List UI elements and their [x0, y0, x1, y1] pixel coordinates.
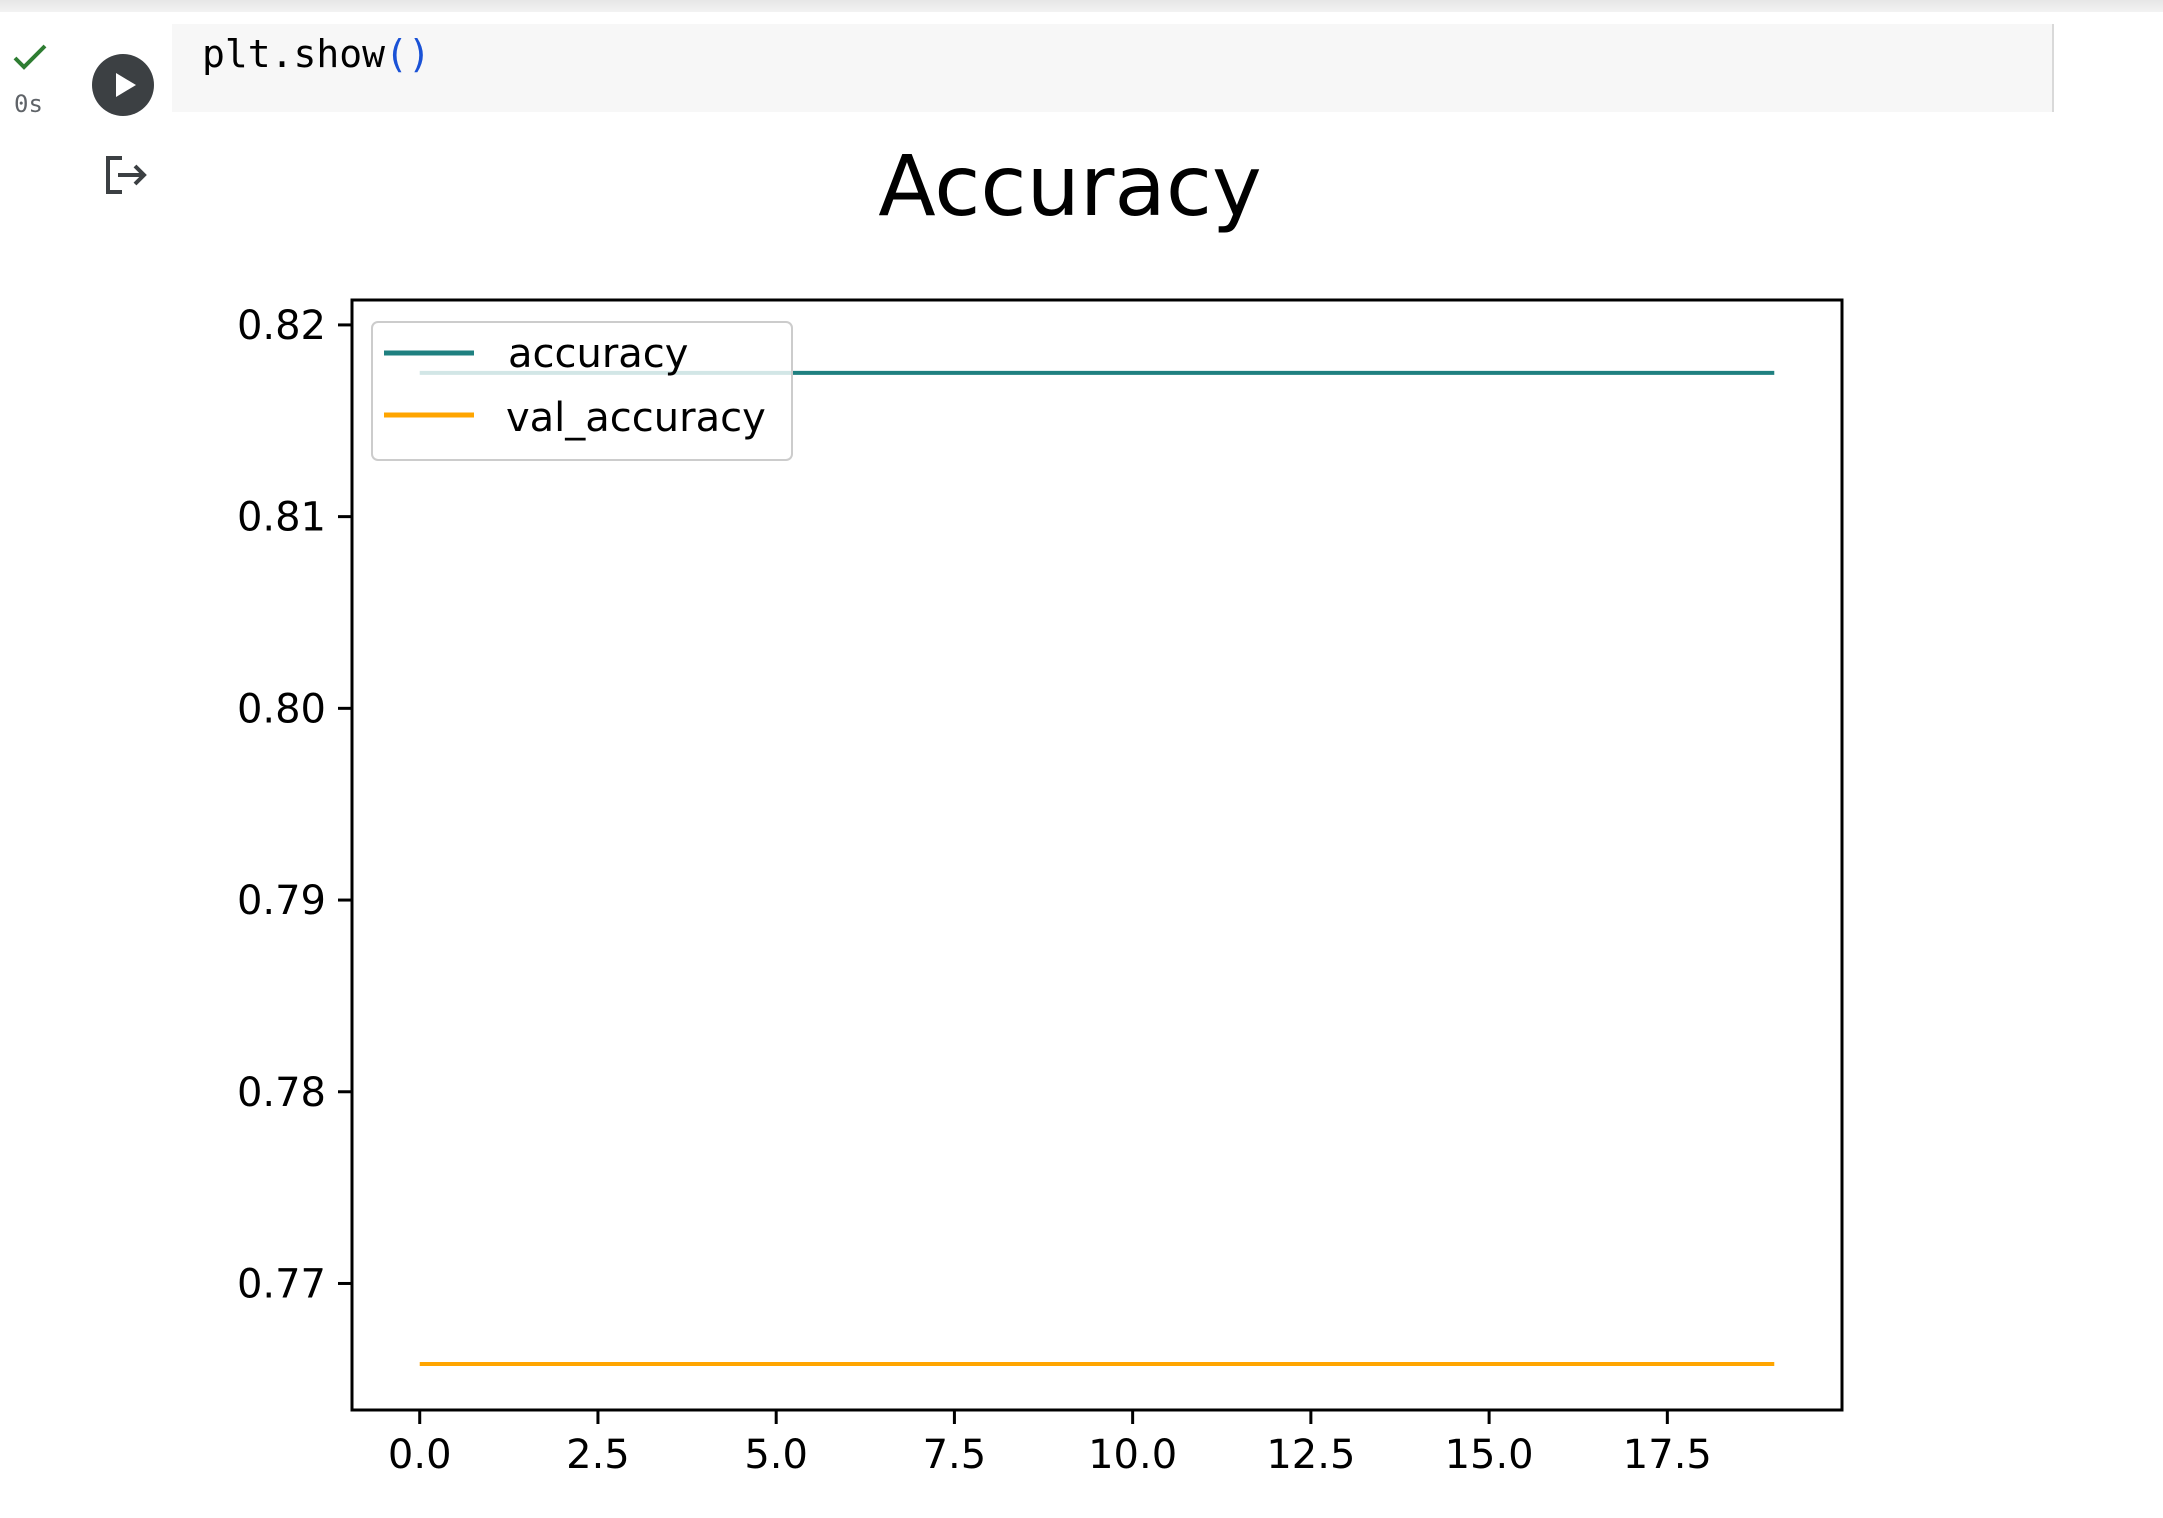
code-parens: () [385, 32, 431, 76]
code-divider [2052, 24, 2054, 112]
x-tick-label: 17.5 [1623, 1432, 1712, 1478]
code-line[interactable]: plt.show() [202, 32, 431, 76]
y-tick-label: 0.82 [237, 303, 326, 349]
run-cell-button[interactable] [92, 54, 154, 116]
y-tick-label: 0.77 [237, 1261, 326, 1307]
x-axis: 0.0 2.5 5.0 7.5 10.0 12.5 15.0 17.5 [388, 1410, 1712, 1478]
series-layer [419, 370, 1775, 1366]
cell-gutter: 0s [0, 12, 62, 118]
legend-label-accuracy: accuracy [508, 331, 688, 377]
output-redirect-icon[interactable] [100, 150, 150, 200]
code-editor[interactable]: plt.show() [172, 24, 2052, 112]
chart-title: Accuracy [878, 137, 1262, 235]
accuracy-chart: Accuracy 0.0 2.5 5.0 7.5 10.0 12.5 15.0 17.5 0.… [237, 137, 1844, 1478]
x-tick-label: 5.0 [744, 1432, 808, 1478]
notebook-top-border [0, 0, 2163, 12]
plot-area-frame [350, 298, 1844, 1412]
x-tick-label: 2.5 [566, 1432, 630, 1478]
code-cell[interactable]: 0s plt.show() [0, 12, 2163, 118]
play-icon [116, 73, 136, 97]
x-tick-label: 12.5 [1266, 1432, 1355, 1478]
legend: accuracy val_accuracy [371, 321, 793, 461]
x-tick-label: 15.0 [1445, 1432, 1534, 1478]
y-tick-label: 0.78 [237, 1070, 326, 1116]
y-axis: 0.77 0.78 0.79 0.80 0.81 0.82 [237, 303, 352, 1307]
code-text: plt.show [202, 32, 386, 76]
checkmark-icon [13, 44, 47, 70]
execution-time: 0s [14, 90, 43, 118]
y-tick-label: 0.79 [237, 878, 326, 924]
y-tick-label: 0.81 [237, 495, 326, 541]
x-tick-label: 10.0 [1088, 1432, 1177, 1478]
y-tick-label: 0.80 [237, 686, 326, 732]
x-tick-label: 0.0 [388, 1432, 452, 1478]
legend-box [371, 321, 793, 461]
x-tick-label: 7.5 [923, 1432, 987, 1478]
legend-label-val-accuracy: val_accuracy [506, 395, 766, 441]
